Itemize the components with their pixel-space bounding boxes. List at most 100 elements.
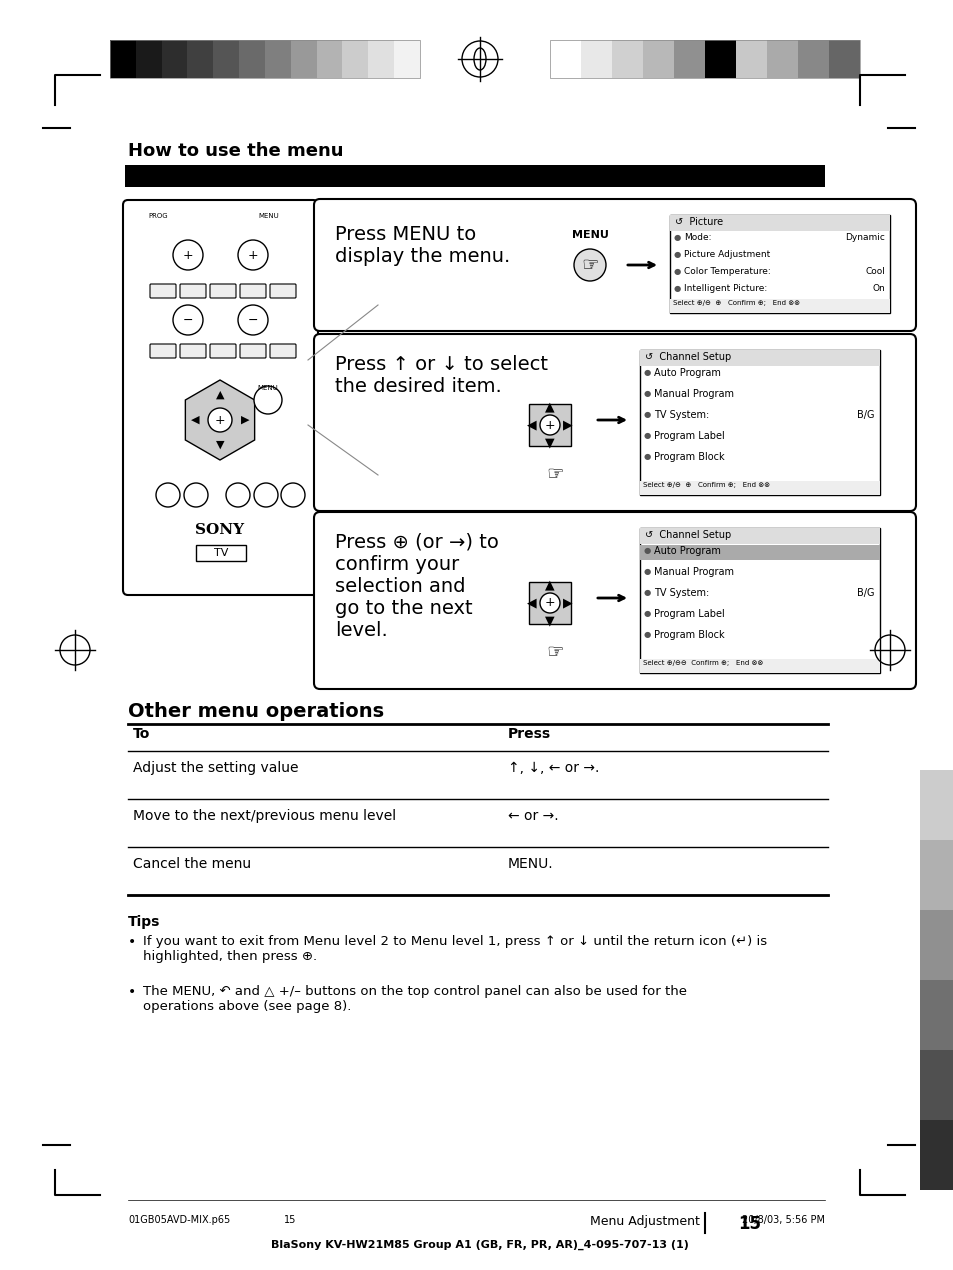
Text: ▶: ▶ [562,597,572,610]
Bar [669,215,889,312]
Text: Program Block: Program Block [654,630,724,640]
Text: 15: 15 [283,1215,295,1226]
Bar [704,39,735,77]
Text: MENU: MENU [571,230,608,240]
FancyBboxPatch shape [150,284,175,298]
Bar [612,39,642,77]
Text: +: + [182,249,193,262]
Text: ☞: ☞ [580,255,598,274]
Bar [919,911,953,980]
Bar [673,39,704,77]
Text: ▼: ▼ [544,437,555,450]
Text: ●: ● [643,368,651,377]
Text: Move to the next/previous menu level: Move to the next/previous menu level [132,809,395,823]
Bar [394,39,419,77]
Text: Press ⊕ (or →) to
confirm your
selection and
go to the next
level.: Press ⊕ (or →) to confirm your selection… [335,533,498,640]
Text: Select ⊕/⊖  ⊕   Confirm ⊕;   End ⊗⊗: Select ⊕/⊖ ⊕ Confirm ⊕; End ⊗⊗ [642,483,769,488]
Circle shape [237,240,268,271]
Text: MENU.: MENU. [507,857,553,871]
FancyBboxPatch shape [180,284,206,298]
Circle shape [208,408,232,432]
Text: ↺  Channel Setup: ↺ Channel Setup [644,530,731,540]
Bar [368,39,394,77]
FancyBboxPatch shape [210,344,235,358]
Bar [639,659,879,673]
Text: ●: ● [643,431,651,439]
FancyBboxPatch shape [180,344,206,358]
Text: MENU: MENU [257,385,278,391]
Bar [110,39,419,77]
Circle shape [574,249,605,281]
Text: ☞: ☞ [546,465,563,484]
Text: Auto Program: Auto Program [654,546,720,556]
Text: Press: Press [507,726,551,740]
Text: ●: ● [643,588,651,597]
FancyBboxPatch shape [210,284,235,298]
Text: ●: ● [673,232,680,243]
Bar [919,980,953,1050]
Bar [919,700,953,770]
Text: The MENU, ↶ and △ +/– buttons on the top control panel can also be used for the
: The MENU, ↶ and △ +/– buttons on the top… [143,986,686,1013]
Text: B/G: B/G [857,410,874,420]
Text: +: + [214,414,225,427]
Text: B/G: B/G [857,588,874,598]
Text: Dynamic: Dynamic [844,232,884,243]
Text: TV System:: TV System: [654,410,708,420]
Text: Cool: Cool [864,267,884,276]
Text: +: + [248,249,258,262]
Text: ▲: ▲ [544,400,555,414]
Text: On: On [871,284,884,293]
Bar [919,1050,953,1120]
Text: ●: ● [673,267,680,276]
Bar [639,545,879,560]
Text: ↺  Channel Setup: ↺ Channel Setup [644,352,731,362]
Bar [669,215,889,231]
Bar [639,351,879,366]
Text: TV System:: TV System: [654,588,708,598]
Bar [669,298,889,312]
Bar [213,39,239,77]
FancyBboxPatch shape [314,199,915,331]
Bar [550,39,580,77]
Text: +: + [544,419,555,432]
FancyBboxPatch shape [123,199,317,596]
Bar [239,39,265,77]
Text: Select ⊕/⊖  ⊕   Confirm ⊕;   End ⊗⊗: Select ⊕/⊖ ⊕ Confirm ⊕; End ⊗⊗ [672,300,800,306]
Bar [639,528,879,673]
Circle shape [172,305,203,335]
Circle shape [253,483,277,507]
Text: BlaSony KV-HW21M85 Group A1 (GB, FR, PR, AR)_4-095-707-13 (1): BlaSony KV-HW21M85 Group A1 (GB, FR, PR,… [271,1240,688,1250]
Text: Program Label: Program Label [654,431,724,441]
Text: ●: ● [673,250,680,259]
Bar [639,351,879,495]
Bar [110,39,135,77]
Text: ▼: ▼ [544,615,555,627]
Text: 20/8/03, 5:56 PM: 20/8/03, 5:56 PM [741,1215,824,1226]
Text: ▼: ▼ [215,439,224,450]
Bar [188,39,213,77]
Text: ●: ● [643,566,651,577]
Circle shape [281,483,305,507]
Bar [580,39,612,77]
Text: +: + [544,597,555,610]
FancyBboxPatch shape [240,344,266,358]
Text: ●: ● [643,630,651,639]
Text: Adjust the setting value: Adjust the setting value [132,761,298,775]
Text: ●: ● [643,410,651,419]
Circle shape [237,305,268,335]
Bar [639,528,879,544]
Bar [342,39,368,77]
Bar [135,39,161,77]
Text: Picture Adjustment: Picture Adjustment [683,250,769,259]
Text: Manual Program: Manual Program [654,566,733,577]
Text: ◀: ◀ [191,415,199,425]
FancyBboxPatch shape [240,284,266,298]
Bar [639,481,879,495]
Text: Other menu operations: Other menu operations [128,702,384,721]
Bar [828,39,859,77]
Text: Color Temperature:: Color Temperature: [683,267,770,276]
Circle shape [539,415,559,436]
Text: Tips: Tips [128,914,160,928]
FancyBboxPatch shape [314,334,915,511]
Text: •: • [128,986,136,999]
